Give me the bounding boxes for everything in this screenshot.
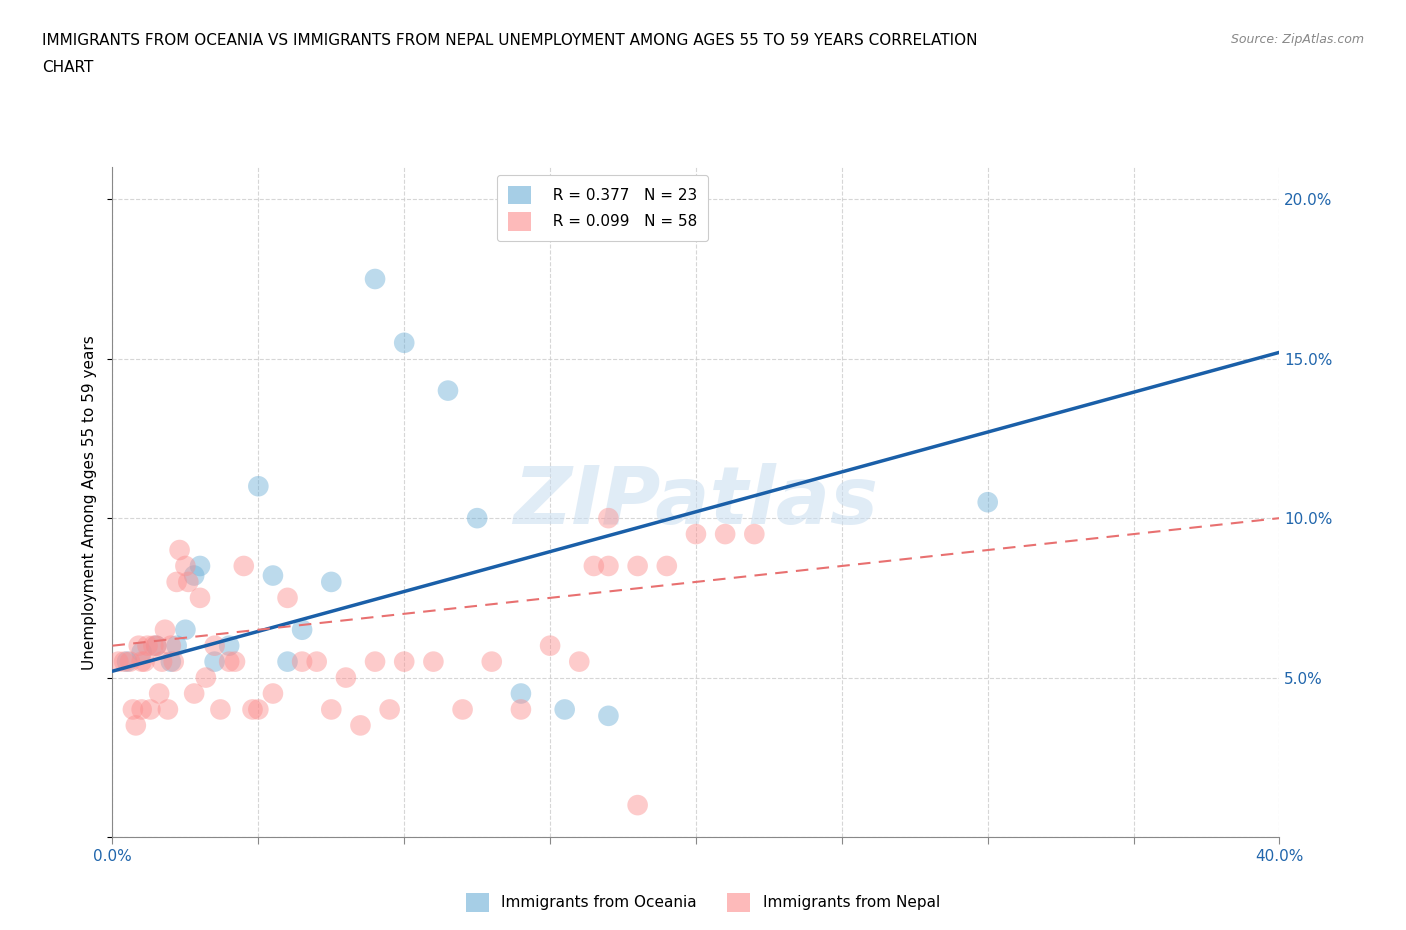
Point [204, 654, 226, 669]
Point [134, 654, 156, 669]
Point [437, 383, 460, 398]
Text: Source: ZipAtlas.com: Source: ZipAtlas.com [1230, 33, 1364, 46]
Y-axis label: Unemployment Among Ages 55 to 59 years: Unemployment Among Ages 55 to 59 years [82, 335, 97, 670]
Point [655, 559, 678, 574]
Point [276, 591, 298, 605]
Point [194, 671, 217, 685]
Point [242, 702, 264, 717]
Point [598, 511, 620, 525]
Point [714, 526, 737, 541]
Point [321, 575, 343, 590]
Point [115, 654, 138, 669]
Point [554, 702, 576, 717]
Point [169, 542, 191, 557]
Point [174, 559, 197, 574]
Point [183, 568, 205, 583]
Point [166, 638, 188, 653]
Point [626, 798, 648, 813]
Point [163, 654, 186, 669]
Point [582, 559, 605, 574]
Point [364, 272, 387, 286]
Point [321, 702, 343, 717]
Point [218, 654, 240, 669]
Point [131, 654, 153, 669]
Point [204, 638, 226, 653]
Point [160, 654, 183, 669]
Text: IMMIGRANTS FROM OCEANIA VS IMMIGRANTS FROM NEPAL UNEMPLOYMENT AMONG AGES 55 TO 5: IMMIGRANTS FROM OCEANIA VS IMMIGRANTS FR… [42, 33, 977, 47]
Point [509, 702, 531, 717]
Point [349, 718, 371, 733]
Text: ZIPatlas: ZIPatlas [513, 463, 879, 541]
Point [177, 575, 200, 590]
Point [224, 654, 246, 669]
Point [118, 654, 141, 669]
Point [107, 654, 129, 669]
Point [145, 638, 167, 653]
Point [136, 638, 159, 653]
Point [742, 526, 765, 541]
Point [160, 638, 183, 653]
Point [598, 559, 620, 574]
Point [247, 702, 270, 717]
Legend: Immigrants from Oceania, Immigrants from Nepal: Immigrants from Oceania, Immigrants from… [460, 887, 946, 918]
Point [150, 654, 173, 669]
Point [218, 638, 240, 653]
Point [142, 638, 165, 653]
Point [247, 479, 270, 494]
Point [125, 718, 148, 733]
Point [145, 638, 167, 653]
Point [451, 702, 474, 717]
Point [291, 654, 314, 669]
Point [148, 686, 170, 701]
Point [139, 702, 162, 717]
Text: CHART: CHART [42, 60, 94, 75]
Point [626, 559, 648, 574]
Point [131, 644, 153, 659]
Point [291, 622, 314, 637]
Point [335, 671, 357, 685]
Point [122, 702, 145, 717]
Point [183, 686, 205, 701]
Legend:   R = 0.377   N = 23,   R = 0.099   N = 58: R = 0.377 N = 23, R = 0.099 N = 58 [498, 175, 709, 242]
Point [481, 654, 503, 669]
Point [364, 654, 387, 669]
Point [509, 686, 531, 701]
Point [276, 654, 298, 669]
Point [188, 591, 211, 605]
Point [568, 654, 591, 669]
Point [188, 559, 211, 574]
Point [598, 709, 620, 724]
Point [465, 511, 488, 525]
Point [262, 568, 284, 583]
Point [166, 575, 188, 590]
Point [392, 336, 416, 351]
Point [232, 559, 254, 574]
Point [422, 654, 444, 669]
Point [131, 702, 153, 717]
Point [153, 622, 176, 637]
Point [685, 526, 707, 541]
Point [378, 702, 401, 717]
Point [262, 686, 284, 701]
Point [174, 622, 197, 637]
Point [128, 638, 150, 653]
Point [112, 654, 135, 669]
Point [538, 638, 561, 653]
Point [392, 654, 416, 669]
Point [209, 702, 232, 717]
Point [156, 702, 179, 717]
Point [305, 654, 328, 669]
Point [976, 495, 998, 510]
